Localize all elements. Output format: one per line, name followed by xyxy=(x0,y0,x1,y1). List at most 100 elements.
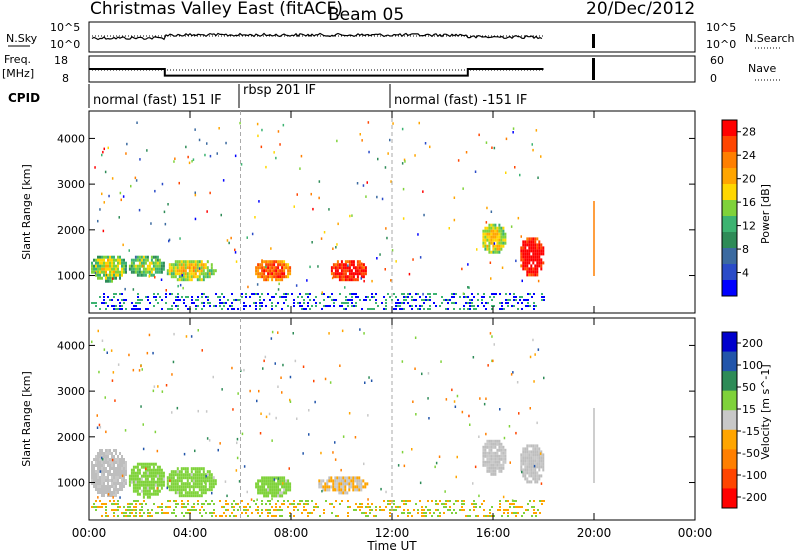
heatmap-cell xyxy=(358,272,361,276)
heatmap-cell xyxy=(477,299,479,301)
heatmap-cell xyxy=(237,299,239,301)
time-axis-label: Time UT xyxy=(366,539,417,553)
heatmap-cell xyxy=(204,485,207,489)
heatmap-cell xyxy=(142,270,145,274)
heatmap-cell xyxy=(502,226,505,230)
heatmap-cell xyxy=(267,491,270,495)
heatmap-cell xyxy=(277,130,280,133)
heatmap-cell xyxy=(191,296,193,298)
heatmap-cell xyxy=(289,269,292,273)
heatmap-cell xyxy=(190,467,193,471)
heatmap-cell xyxy=(397,305,399,307)
heatmap-cell xyxy=(186,491,189,495)
heatmap-cell xyxy=(209,512,211,514)
heatmap-cell xyxy=(121,461,123,464)
sky-left-tick-top: 10^5 xyxy=(50,21,80,34)
heatmap-cell xyxy=(287,305,289,307)
chart-title: Christmas Valley East (fitACF) xyxy=(90,0,343,19)
heatmap-cell xyxy=(365,195,367,198)
heatmap-cell xyxy=(97,329,99,333)
heatmap-cell xyxy=(93,467,95,470)
heatmap-cell xyxy=(472,482,474,485)
heatmap-cell xyxy=(522,252,525,256)
heatmap-cell xyxy=(433,302,435,304)
heatmap-cell xyxy=(532,471,535,475)
heatmap-cell xyxy=(500,448,503,452)
heatmap-cell xyxy=(389,296,391,298)
heatmap-cell xyxy=(342,269,345,273)
heatmap-cell xyxy=(526,267,529,271)
heatmap-cell xyxy=(530,444,533,448)
heatmap-cell xyxy=(327,305,329,307)
heatmap-cell xyxy=(289,266,292,270)
heatmap-cell xyxy=(475,503,477,505)
heatmap-cell xyxy=(283,293,285,295)
heatmap-cell xyxy=(156,270,159,274)
heatmap-cell xyxy=(135,305,137,307)
heatmap-cell xyxy=(198,272,201,276)
heatmap-cell xyxy=(147,515,149,517)
heatmap-cell xyxy=(185,305,187,307)
heatmap-cell xyxy=(459,308,461,310)
heatmap-cell xyxy=(215,293,217,295)
heatmap-cell xyxy=(486,445,489,449)
heatmap-cell xyxy=(520,453,523,457)
heatmap-cell xyxy=(168,272,171,276)
heatmap-cell xyxy=(489,515,491,517)
heatmap-cell xyxy=(332,266,335,270)
heatmap-cell xyxy=(534,270,537,274)
heatmap-cell xyxy=(93,267,95,271)
heatmap-cell xyxy=(109,470,111,473)
heatmap-cell xyxy=(528,450,531,454)
heatmap-cell xyxy=(411,305,413,307)
heatmap-cell xyxy=(403,509,405,511)
sky-panel-frame xyxy=(88,21,696,53)
ytick-label: 2000 xyxy=(57,224,85,237)
heatmap-cell xyxy=(172,482,175,486)
heatmap-cell xyxy=(340,485,343,489)
heatmap-cell xyxy=(299,167,301,170)
heatmap-cell xyxy=(136,267,139,271)
heatmap-cell xyxy=(245,509,247,511)
heatmap-cell xyxy=(282,363,284,367)
heatmap-cell xyxy=(526,477,529,481)
heatmap-cell xyxy=(263,491,266,495)
heatmap-cell xyxy=(491,506,493,508)
heatmap-cell xyxy=(533,308,535,310)
heatmap-cell xyxy=(541,503,543,505)
heatmap-cell xyxy=(245,506,247,508)
heatmap-cell xyxy=(334,275,337,279)
heatmap-cell xyxy=(365,506,367,508)
heatmap-cell xyxy=(543,376,545,380)
heatmap-cell xyxy=(115,494,117,497)
heatmap-cell xyxy=(267,512,269,514)
heatmap-cell xyxy=(191,299,193,301)
heatmap-cell xyxy=(532,237,535,241)
heatmap-cell xyxy=(150,486,153,490)
heatmap-cell xyxy=(95,470,97,473)
heatmap-cell xyxy=(255,305,257,307)
heatmap-cell xyxy=(407,296,409,298)
heatmap-cell xyxy=(423,299,425,301)
heatmap-cell xyxy=(340,275,343,279)
heatmap-cell xyxy=(271,488,274,492)
heatmap-cell xyxy=(162,480,165,484)
heatmap-cell xyxy=(97,476,99,479)
heatmap-cell xyxy=(114,399,116,402)
heatmap-cell xyxy=(187,155,189,159)
heatmap-cell xyxy=(135,179,138,182)
heatmap-cell xyxy=(493,293,495,295)
heatmap-cell xyxy=(346,482,349,486)
heatmap-cell xyxy=(259,302,261,304)
heatmap-cell xyxy=(121,305,123,307)
heatmap-cell xyxy=(202,470,205,474)
heatmap-cell xyxy=(486,244,489,248)
heatmap-cell xyxy=(200,272,203,276)
heatmap-cell xyxy=(484,451,487,455)
heatmap-cell xyxy=(448,227,450,230)
heatmap-cell xyxy=(109,449,111,452)
heatmap-cell xyxy=(283,296,285,298)
heatmap-cell xyxy=(351,296,353,298)
heatmap-cell xyxy=(530,258,533,262)
heatmap-cell xyxy=(111,379,114,382)
